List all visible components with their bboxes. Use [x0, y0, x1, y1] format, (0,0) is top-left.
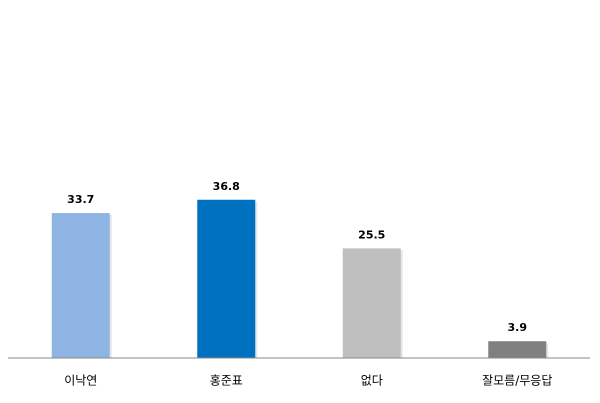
x-tick-label: 잘모름/무응답: [482, 374, 552, 388]
x-tick-label: 이낙연: [64, 374, 97, 388]
x-tick-label: 없다: [361, 374, 383, 388]
value-label: 3.9: [508, 321, 528, 334]
value-label: 36.8: [213, 180, 240, 193]
bar: [51, 213, 110, 358]
value-label: 33.7: [67, 193, 94, 206]
x-tick-label: 홍준표: [210, 374, 243, 388]
bar: [197, 199, 256, 358]
value-label: 25.5: [358, 228, 385, 241]
bar: [488, 341, 547, 358]
bar: [342, 248, 401, 358]
